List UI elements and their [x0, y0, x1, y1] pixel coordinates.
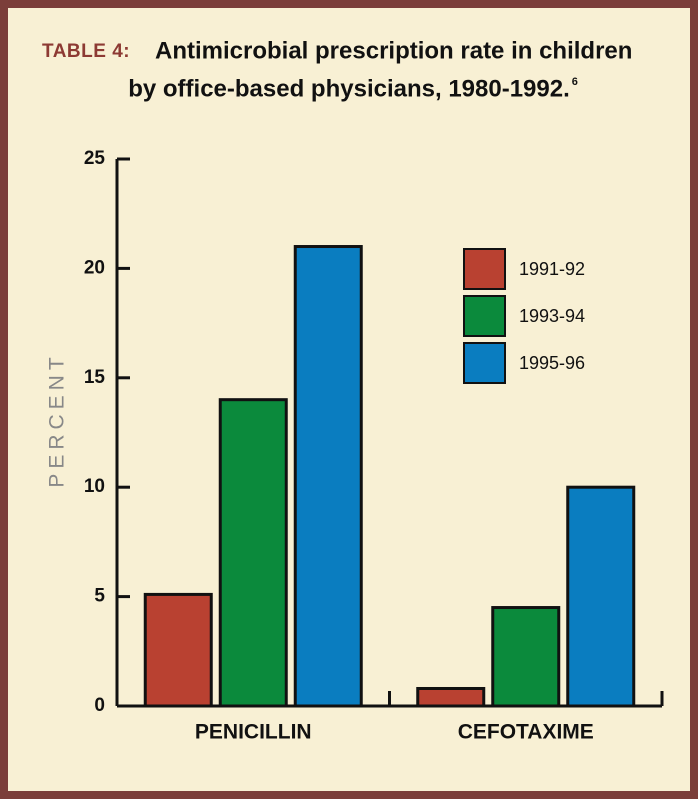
- chart-title: by office-based physicians, 1980-1992.: [128, 75, 570, 102]
- x-tick-label: CEFOTAXIME: [458, 721, 594, 744]
- y-tick-label: 10: [84, 476, 105, 497]
- bar: [491, 606, 561, 708]
- legend-label: 1995-96: [519, 353, 585, 373]
- y-axis-label: PERCENT: [46, 352, 69, 487]
- y-tick-label: 5: [94, 586, 105, 607]
- y-tick-label: 15: [84, 367, 106, 388]
- table-label: TABLE 4:: [42, 41, 130, 62]
- x-tick-label: PENICILLIN: [195, 721, 312, 744]
- chart-title: Antimicrobial prescription rate in child…: [155, 37, 632, 64]
- legend-swatch: [463, 248, 506, 290]
- bar: [143, 592, 213, 708]
- legend-swatch: [463, 295, 506, 337]
- legend-label: 1991-92: [519, 259, 585, 279]
- legend-label: 1993-94: [519, 306, 585, 326]
- y-tick-label: 25: [84, 148, 106, 169]
- bar: [566, 485, 636, 708]
- title-note: 6: [572, 76, 578, 88]
- bar: [218, 398, 288, 708]
- bar: [293, 245, 363, 708]
- y-tick-label: 0: [94, 695, 105, 716]
- legend-swatch: [463, 342, 506, 384]
- y-tick-label: 20: [84, 257, 105, 278]
- bar: [416, 686, 486, 708]
